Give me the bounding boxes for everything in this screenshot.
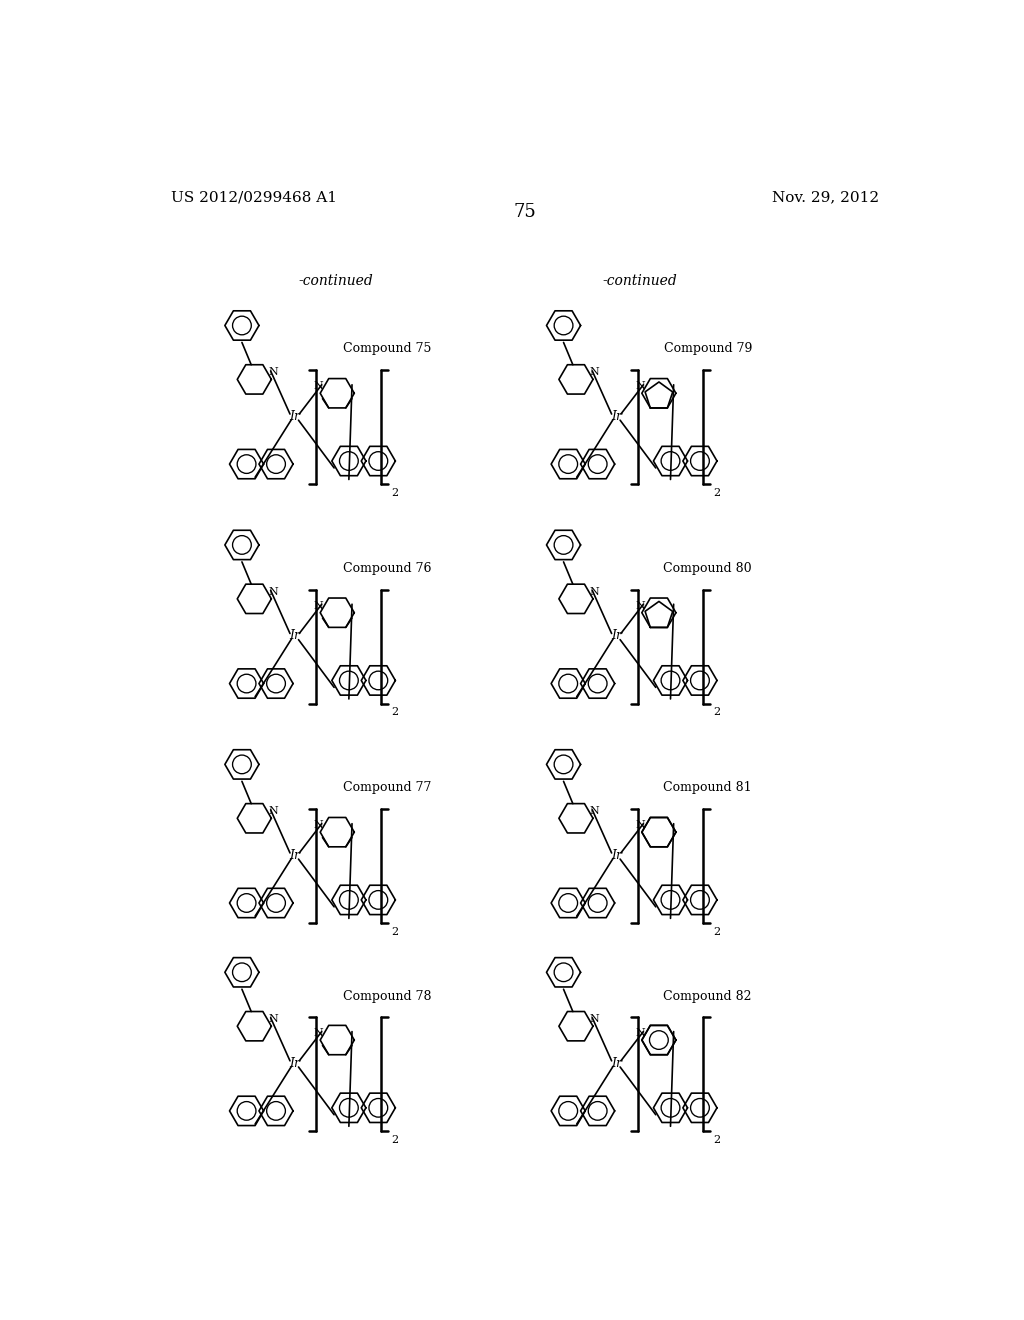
Text: Ir: Ir	[610, 409, 622, 422]
Text: N: N	[635, 820, 645, 830]
Text: N: N	[268, 1014, 278, 1024]
Text: N: N	[268, 367, 278, 378]
Text: N: N	[268, 587, 278, 597]
Text: 75: 75	[513, 203, 537, 220]
Text: Compound 82: Compound 82	[664, 990, 752, 1003]
Text: 2: 2	[713, 927, 720, 937]
Text: Ir: Ir	[289, 1056, 300, 1069]
Text: -continued: -continued	[602, 275, 677, 288]
Text: 2: 2	[713, 488, 720, 498]
Text: Ir: Ir	[610, 1056, 622, 1069]
Text: Compound 77: Compound 77	[343, 780, 432, 793]
Text: N: N	[313, 820, 324, 830]
Text: Compound 76: Compound 76	[343, 562, 432, 576]
Text: Compound 75: Compound 75	[343, 342, 432, 355]
Text: N: N	[313, 381, 324, 391]
Text: N: N	[313, 1028, 324, 1038]
Text: N: N	[268, 807, 278, 816]
Text: N: N	[590, 1014, 599, 1024]
Text: Compound 78: Compound 78	[343, 990, 432, 1003]
Text: Ir: Ir	[289, 409, 300, 422]
Text: Ir: Ir	[610, 849, 622, 862]
Text: N: N	[590, 587, 599, 597]
Text: Compound 79: Compound 79	[664, 342, 752, 355]
Text: N: N	[590, 367, 599, 378]
Text: Nov. 29, 2012: Nov. 29, 2012	[772, 190, 879, 205]
Text: N: N	[635, 381, 645, 391]
Text: US 2012/0299468 A1: US 2012/0299468 A1	[171, 190, 337, 205]
Text: Ir: Ir	[289, 849, 300, 862]
Text: N: N	[590, 807, 599, 816]
Text: Compound 80: Compound 80	[664, 562, 752, 576]
Text: Compound 81: Compound 81	[664, 780, 752, 793]
Text: -continued: -continued	[298, 275, 373, 288]
Text: N: N	[635, 601, 645, 611]
Text: 2: 2	[713, 1135, 720, 1144]
Text: Ir: Ir	[289, 630, 300, 643]
Text: N: N	[313, 601, 324, 611]
Text: 2: 2	[713, 708, 720, 717]
Text: Ir: Ir	[610, 630, 622, 643]
Text: 2: 2	[391, 488, 398, 498]
Text: 2: 2	[391, 708, 398, 717]
Text: 2: 2	[391, 927, 398, 937]
Text: N: N	[635, 1028, 645, 1038]
Text: 2: 2	[391, 1135, 398, 1144]
